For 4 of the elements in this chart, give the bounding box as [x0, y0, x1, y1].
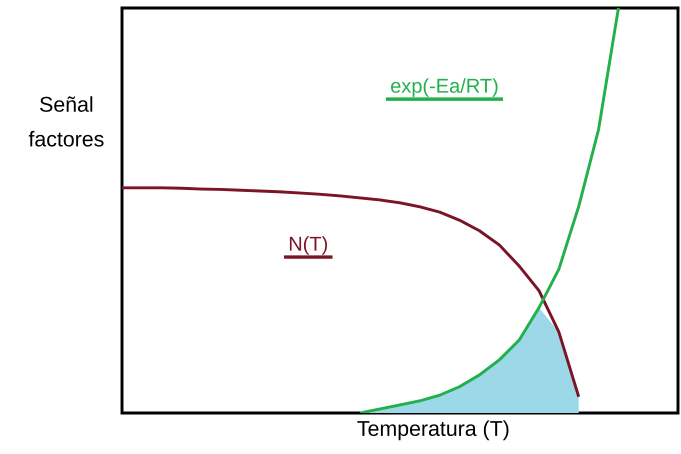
text: N(T) — [290, 236, 328, 255]
text: exp(-Ea/RT) — [391, 78, 498, 97]
x-axis-title: Temperatura (T) — [357, 420, 508, 440]
y-axis-title: Señal factores — [28, 96, 104, 147]
